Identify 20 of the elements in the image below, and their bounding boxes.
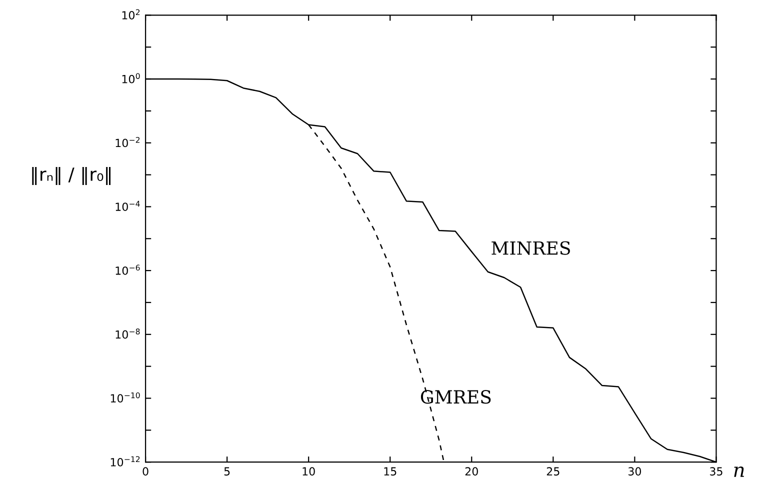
x-tick-label: 5 <box>224 467 230 476</box>
series-label: MINRES <box>492 241 570 255</box>
y-tick-label: 10$^{−4}$ <box>116 200 140 212</box>
y-tick-label: 10$^{−10}$ <box>110 392 140 403</box>
x-tick-label: 10 <box>302 467 315 476</box>
y-tick-label: 10$^{−8}$ <box>116 328 140 339</box>
x-tick-label: 30 <box>628 467 642 476</box>
y-tick-label: 10$^{0}$ <box>122 73 140 84</box>
series-label: GMRES <box>420 390 491 404</box>
y-tick-label: 10$^{−12}$ <box>110 456 140 466</box>
y-axis-title: ‖rₙ‖ / ‖r₀‖ <box>32 166 111 185</box>
y-tick-label: 10$^{2}$ <box>122 9 140 20</box>
x-tick-label: 0 <box>142 467 148 476</box>
x-tick-label: 20 <box>465 467 478 476</box>
y-tick-label: 10$^{−2}$ <box>116 136 140 148</box>
y-tick-label: 10$^{−6}$ <box>116 264 140 275</box>
x-tick-label: 15 <box>384 467 396 476</box>
x-axis-title: n <box>734 466 744 477</box>
x-tick-label: 35 <box>710 467 722 476</box>
x-tick-label: 25 <box>546 467 560 476</box>
